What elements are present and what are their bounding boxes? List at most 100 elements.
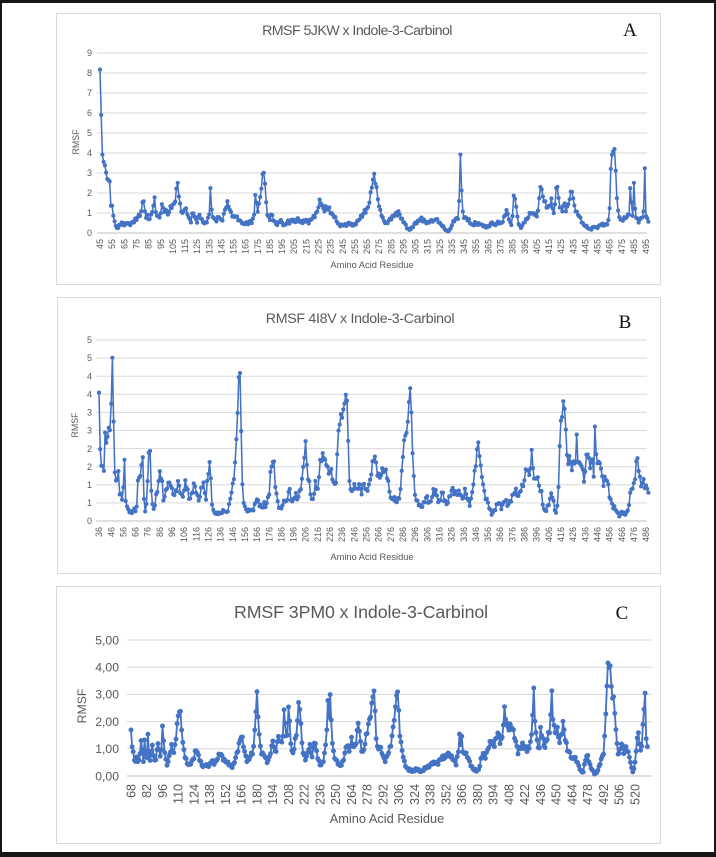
svg-text:2: 2: [87, 188, 92, 198]
svg-text:315: 315: [423, 239, 433, 254]
svg-text:RMSF 3PM0 x Indole-3-Carbinol: RMSF 3PM0 x Indole-3-Carbinol: [234, 602, 488, 622]
svg-text:RMSF 4I8V x Indole-3-Carbinol: RMSF 4I8V x Indole-3-Carbinol: [266, 311, 455, 327]
svg-text:RMSF: RMSF: [70, 412, 80, 438]
svg-text:3: 3: [87, 168, 92, 178]
svg-text:5: 5: [87, 128, 92, 138]
svg-text:165: 165: [241, 239, 251, 254]
svg-text:492: 492: [597, 784, 611, 805]
svg-text:436: 436: [534, 784, 548, 805]
svg-text:3: 3: [87, 408, 92, 418]
svg-text:375: 375: [496, 239, 506, 254]
svg-text:436: 436: [580, 527, 590, 542]
svg-text:135: 135: [204, 239, 214, 254]
svg-text:264: 264: [345, 784, 359, 805]
svg-text:356: 356: [483, 527, 493, 542]
svg-text:425: 425: [556, 239, 566, 254]
svg-text:0: 0: [87, 516, 92, 526]
svg-text:324: 324: [408, 784, 422, 805]
svg-text:476: 476: [629, 527, 639, 542]
svg-text:435: 435: [568, 239, 578, 254]
svg-text:1: 1: [87, 208, 92, 218]
svg-text:195: 195: [277, 239, 287, 254]
svg-text:385: 385: [508, 239, 518, 254]
svg-text:125: 125: [192, 239, 202, 254]
svg-text:46: 46: [106, 527, 116, 537]
svg-text:450: 450: [550, 784, 564, 805]
svg-text:235: 235: [326, 239, 336, 254]
svg-text:0: 0: [87, 228, 92, 238]
svg-text:B: B: [619, 312, 632, 333]
svg-text:4: 4: [87, 389, 92, 399]
svg-text:236: 236: [337, 527, 347, 542]
svg-text:275: 275: [374, 239, 384, 254]
svg-text:2: 2: [87, 462, 92, 472]
svg-text:176: 176: [264, 527, 274, 542]
svg-text:250: 250: [329, 784, 343, 805]
svg-text:206: 206: [301, 527, 311, 542]
svg-text:408: 408: [502, 784, 516, 805]
svg-text:376: 376: [507, 527, 517, 542]
svg-text:352: 352: [439, 784, 453, 805]
svg-text:68: 68: [124, 784, 138, 798]
svg-text:465: 465: [605, 239, 615, 254]
svg-text:36: 36: [94, 527, 104, 537]
svg-text:415: 415: [544, 239, 554, 254]
svg-text:478: 478: [581, 784, 595, 805]
svg-text:56: 56: [118, 527, 128, 537]
svg-text:222: 222: [298, 784, 312, 805]
svg-text:1: 1: [87, 498, 92, 508]
svg-text:5,00: 5,00: [95, 633, 119, 647]
svg-text:138: 138: [203, 784, 217, 805]
svg-text:416: 416: [556, 527, 566, 542]
svg-text:346: 346: [471, 527, 481, 542]
svg-text:95: 95: [156, 239, 166, 249]
svg-text:335: 335: [447, 239, 457, 254]
svg-text:325: 325: [435, 239, 445, 254]
svg-text:86: 86: [155, 527, 165, 537]
svg-text:9: 9: [87, 48, 92, 58]
svg-text:236: 236: [313, 784, 327, 805]
svg-text:386: 386: [520, 527, 530, 542]
svg-text:82: 82: [140, 784, 154, 798]
svg-text:145: 145: [216, 239, 226, 254]
svg-text:336: 336: [459, 527, 469, 542]
svg-text:1: 1: [87, 480, 92, 490]
svg-text:464: 464: [565, 784, 579, 805]
svg-text:126: 126: [203, 527, 213, 542]
svg-text:205: 205: [289, 239, 299, 254]
svg-text:7: 7: [87, 88, 92, 98]
svg-text:175: 175: [253, 239, 263, 254]
svg-text:355: 355: [471, 239, 481, 254]
svg-text:Amino Acid Residue: Amino Acid Residue: [330, 260, 413, 270]
svg-text:106: 106: [179, 527, 189, 542]
svg-text:4: 4: [87, 371, 92, 381]
svg-text:RMSF: RMSF: [75, 688, 89, 723]
svg-text:366: 366: [495, 527, 505, 542]
svg-text:152: 152: [219, 784, 233, 805]
svg-text:8: 8: [87, 68, 92, 78]
svg-text:286: 286: [398, 527, 408, 542]
svg-text:456: 456: [605, 527, 615, 542]
svg-text:406: 406: [544, 527, 554, 542]
svg-text:96: 96: [167, 527, 177, 537]
svg-text:216: 216: [313, 527, 323, 542]
svg-text:RMSF: RMSF: [71, 129, 81, 155]
svg-text:475: 475: [617, 239, 627, 254]
svg-text:124: 124: [187, 784, 201, 805]
svg-text:225: 225: [314, 239, 324, 254]
svg-text:C: C: [616, 603, 629, 624]
svg-text:166: 166: [235, 784, 249, 805]
svg-text:5: 5: [87, 353, 92, 363]
svg-text:196: 196: [289, 527, 299, 542]
svg-text:256: 256: [361, 527, 371, 542]
svg-text:366: 366: [455, 784, 469, 805]
svg-text:215: 215: [301, 239, 311, 254]
svg-text:RMSF 5JKW x Indole-3-Carbinol: RMSF 5JKW x Indole-3-Carbinol: [262, 23, 452, 39]
svg-text:4,00: 4,00: [95, 661, 119, 675]
svg-text:75: 75: [132, 239, 142, 249]
svg-text:186: 186: [276, 527, 286, 542]
svg-text:194: 194: [266, 784, 280, 805]
svg-text:345: 345: [459, 239, 469, 254]
svg-text:316: 316: [434, 527, 444, 542]
svg-text:110: 110: [172, 784, 186, 804]
